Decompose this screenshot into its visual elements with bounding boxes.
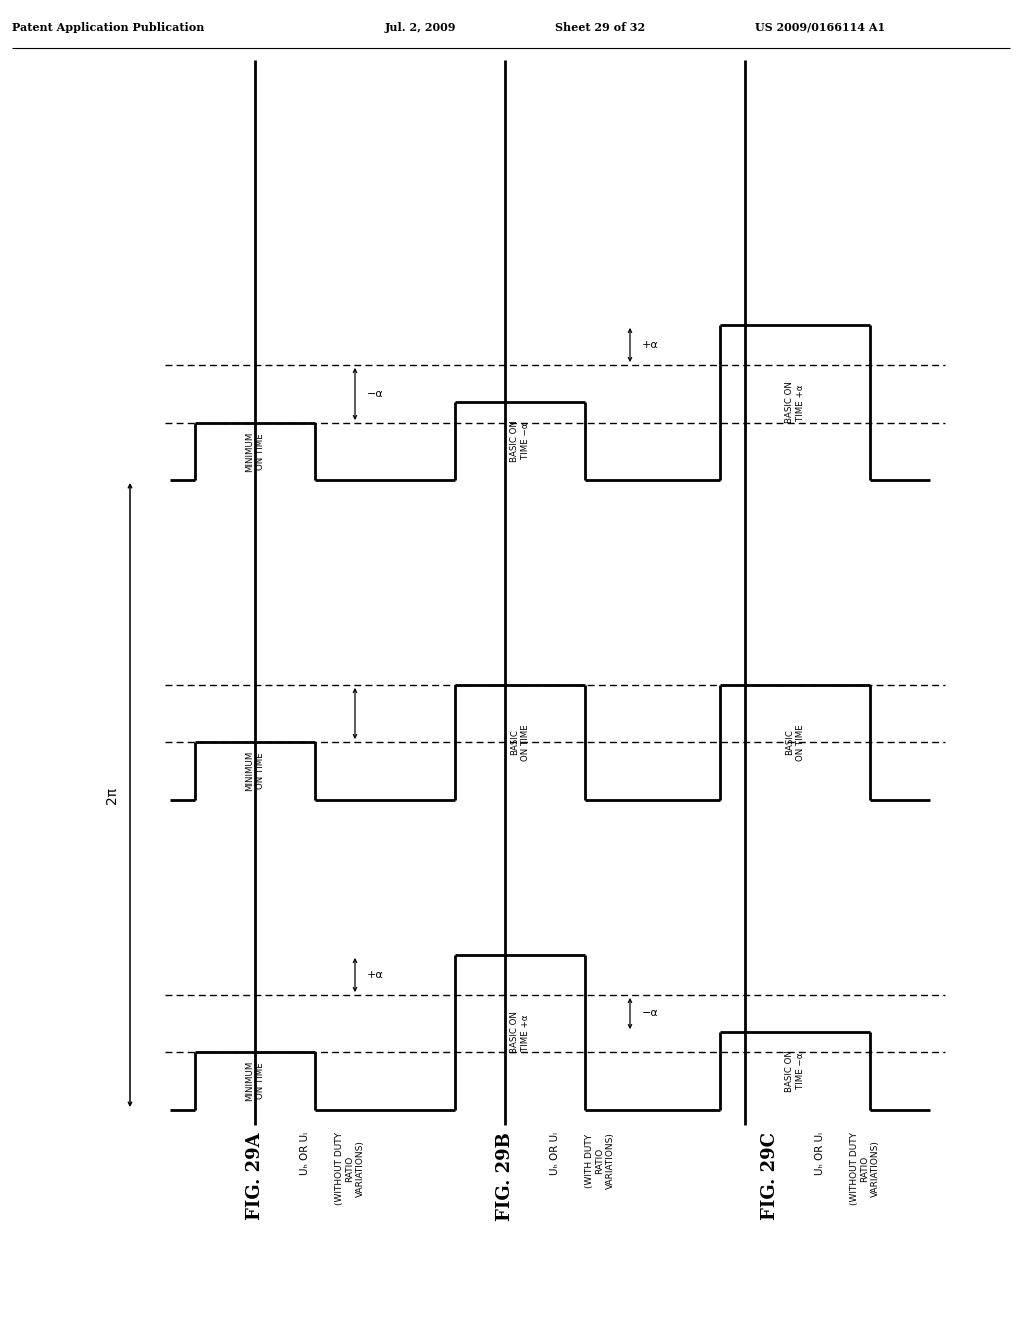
- Text: FIG. 29B: FIG. 29B: [496, 1133, 514, 1221]
- Text: Patent Application Publication: Patent Application Publication: [12, 22, 205, 33]
- Text: +α: +α: [642, 341, 658, 350]
- Text: FIG. 29A: FIG. 29A: [246, 1133, 264, 1220]
- Text: MINIMUM
ON TIME: MINIMUM ON TIME: [246, 1061, 264, 1101]
- Text: MINIMUM
ON TIME: MINIMUM ON TIME: [246, 432, 264, 471]
- Text: (WITHOUT DUTY
RATIO
VARIATIONS): (WITHOUT DUTY RATIO VARIATIONS): [850, 1133, 880, 1205]
- Text: FIG. 29C: FIG. 29C: [761, 1133, 779, 1220]
- Text: −α: −α: [367, 389, 384, 399]
- Text: BASIC
ON TIME: BASIC ON TIME: [785, 725, 805, 760]
- Text: −α: −α: [642, 1008, 658, 1019]
- Text: BASIC ON
TIME +α: BASIC ON TIME +α: [510, 1011, 529, 1053]
- Text: Sheet 29 of 32: Sheet 29 of 32: [555, 22, 645, 33]
- Text: Uₕ OR Uₗ: Uₕ OR Uₗ: [300, 1133, 310, 1175]
- Text: (WITH DUTY
RATIO
VARIATIONS): (WITH DUTY RATIO VARIATIONS): [585, 1133, 614, 1189]
- Text: Jul. 2, 2009: Jul. 2, 2009: [385, 22, 457, 33]
- Text: Uₕ OR Uₗ: Uₕ OR Uₗ: [815, 1133, 825, 1175]
- Text: US 2009/0166114 A1: US 2009/0166114 A1: [755, 22, 885, 33]
- Text: BASIC ON
TIME −α: BASIC ON TIME −α: [785, 1051, 805, 1092]
- Text: 2π: 2π: [105, 787, 119, 804]
- Text: BASIC
ON TIME: BASIC ON TIME: [510, 725, 529, 760]
- Text: (WITHOUT DUTY
RATIO
VARIATIONS): (WITHOUT DUTY RATIO VARIATIONS): [335, 1133, 365, 1205]
- Text: BASIC ON
TIME +α: BASIC ON TIME +α: [785, 381, 805, 424]
- Text: Uₕ OR Uₗ: Uₕ OR Uₗ: [550, 1133, 560, 1175]
- Text: MINIMUM
ON TIME: MINIMUM ON TIME: [246, 751, 264, 791]
- Text: +α: +α: [367, 970, 384, 979]
- Text: BASIC ON
TIME −α: BASIC ON TIME −α: [510, 420, 529, 462]
